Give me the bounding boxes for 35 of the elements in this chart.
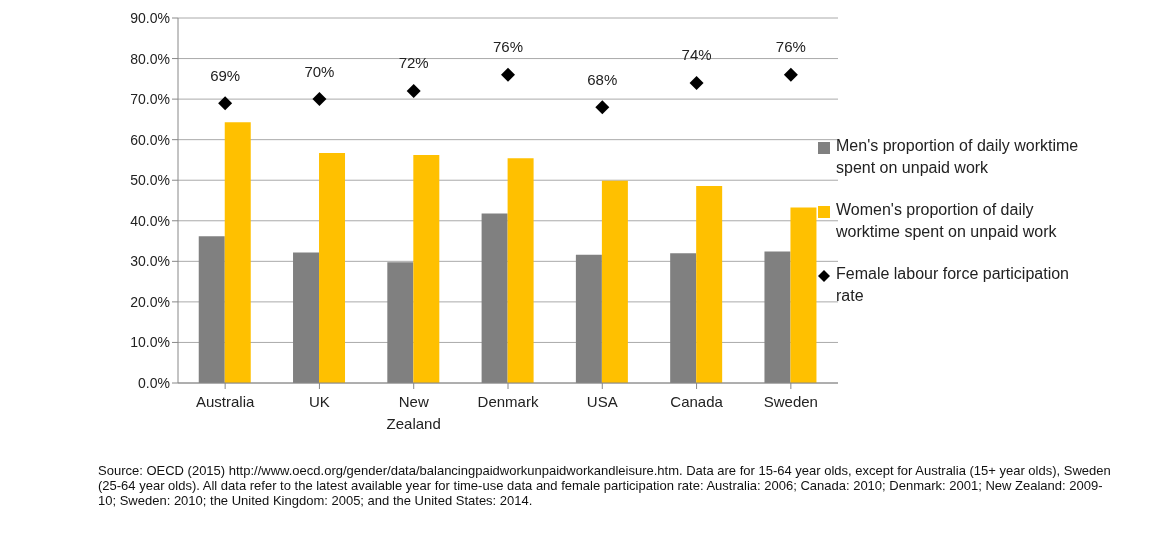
x-tick-label: UK (309, 393, 330, 410)
data-label: 72% (398, 54, 429, 72)
data-label: 69% (210, 66, 241, 84)
data-label: 76% (492, 38, 524, 56)
bar (601, 180, 628, 383)
bar (696, 185, 723, 383)
x-tick-label: New Zealand (386, 393, 441, 432)
bar (507, 158, 534, 383)
y-tick-label: 20.0% (130, 293, 170, 310)
x-tick-label: Canada (670, 393, 724, 410)
data-label: 76% (775, 38, 806, 56)
y-tick-label: 70.0% (130, 91, 170, 108)
y-tick-label: 30.0% (130, 253, 170, 270)
x-tick-label: Sweden (763, 393, 818, 410)
y-tick-label: 40.0% (130, 212, 170, 229)
data-label: 74% (681, 46, 712, 64)
bar (790, 207, 817, 383)
x-tick-label: Denmark (477, 393, 539, 410)
bar (224, 122, 251, 383)
y-tick-label: 10.0% (130, 334, 170, 351)
data-label: 70% (304, 62, 335, 80)
bar (413, 155, 440, 383)
legend-label: Men's proportion of daily worktime spent on unpaid work (836, 135, 1080, 178)
data-label: 68% (587, 70, 618, 88)
x-tick-label: Australia (195, 393, 255, 410)
bar (319, 153, 346, 383)
x-tick-label: USA (586, 393, 618, 410)
y-tick-label: 60.0% (130, 131, 170, 148)
legend-label: Female labour force participation rate (836, 263, 1070, 306)
source-note: Source: OECD (2015) http://www.oecd.org/gender/data/balancingpaidworkunpaidworkandleisure.htm. Data are for 15-64 year olds, except for Australia (15+ year olds), Sweden (25-64 year olds). All data refer to the latest available year for time-use data and female participation rate: Australia: 2006; Canada: 2010; Denmark: 2001; New Zealand: 2009-10; Sweden: 2010; the United Kingdom: 2005; and the United States: 2014. (98, 463, 1112, 508)
legend-label: Women's proportion of daily worktime spent on unpaid work (836, 199, 1058, 242)
y-tick-label: 50.0% (130, 172, 170, 189)
y-tick-label: 80.0% (130, 50, 170, 67)
y-tick-label: 90.0% (130, 9, 170, 26)
y-tick-label: 0.0% (138, 374, 170, 391)
